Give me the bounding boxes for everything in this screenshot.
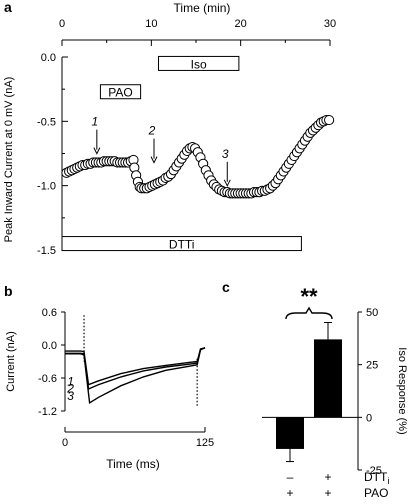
y-axis-label: Iso Response (%) [396,347,408,434]
x-tick-label: 30 [324,18,336,30]
significance-stars: ** [300,284,318,309]
annotation-label: 1 [91,115,98,129]
y-axis-label: Current (nA) [5,331,17,392]
treatment-label-iso: Iso [191,57,207,71]
trace-label: 3 [67,389,74,403]
x-tick-label: 10 [145,18,157,30]
panel-b-axes: 0.6 0.0 -0.6 -1.2 Current (nA) 0 125 Time (ms) [5,307,214,471]
x-tick-label: 20 [235,18,247,30]
treatment-label-pao: PAO [108,86,132,100]
panel-a-axes: 0 10 20 30 Time (min) 0.0 -0.5 -1.0 -1.5 Peak Inw… [3,1,336,257]
treatment-label-dtti: DTTi [169,238,195,252]
x-tick-label: 125 [196,437,214,449]
panel-label-b: b [4,283,13,299]
trace-label: 2 [66,381,74,395]
treatment-bar-pao [99,84,142,100]
y-tick-label: 0.0 [41,52,56,64]
treatment-bar-dtti [61,236,302,252]
y-tick-label: -25 [366,465,382,477]
panel-a-treatment-bars: Iso PAO DTTi [61,55,302,252]
annotation-label: 2 [148,124,156,138]
condition-mark: + [324,470,331,484]
trace-3 [65,347,206,404]
x-axis-label: Time (min) [174,1,231,15]
y-tick-label: 0.6 [42,307,57,319]
panel-a-annotations: 1 2 3 [91,115,231,187]
treatment-bar-iso [157,55,240,71]
row-label-dtti: DTTi [364,470,389,486]
y-tick-label: 50 [366,307,378,319]
y-tick-label: 25 [366,360,378,372]
y-tick-label: 0.0 [42,340,57,352]
annotation-label: 3 [222,147,229,161]
x-tick-label: 0 [62,437,68,449]
y-tick-label: -1.0 [37,181,56,193]
significance-brace [285,306,333,320]
annotation-arrow-head [93,147,101,155]
annotation-arrow-head [150,156,158,164]
y-tick-label: 0 [366,412,372,424]
x-axis-label: Time (ms) [106,457,160,471]
y-tick-label: -0.6 [38,373,57,385]
condition-mark: + [324,486,331,500]
y-tick-label: -1.5 [37,245,56,257]
x-tick-label: 0 [59,18,65,30]
trace-label: 1 [67,374,74,388]
row-label-pao: PAO [364,486,388,500]
panel-b-series: 123 [65,315,206,407]
panel-a-scatter: 0 10 20 30 Time (min) 0.0 -0.5 -1.0 -1.5 Peak Inw… [3,1,336,257]
bar-dtti [314,339,342,418]
condition-mark: – [287,470,294,484]
data-point [324,114,335,126]
panel-label-a: a [4,0,12,15]
annotation-arrow-head [223,179,231,187]
bar-control [276,417,304,449]
y-tick-label: -0.5 [37,116,56,128]
panel-a-points [61,114,335,199]
y-axis-label: Peak Inward Current at 0 mV (nA) [3,77,15,243]
y-tick-label: -1.2 [38,406,57,418]
panel-label-c: c [222,279,230,295]
condition-mark: + [286,486,293,500]
